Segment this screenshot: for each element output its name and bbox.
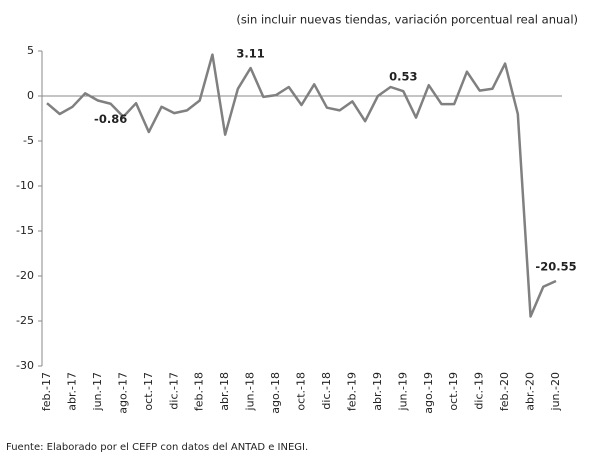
x-tick-label: jun.-19 — [396, 372, 409, 411]
source-note: Fuente: Elaborado por el CEFP con datos … — [6, 442, 308, 453]
y-tick-label: -25 — [16, 314, 34, 327]
x-tick-label: feb.-17 — [40, 372, 53, 411]
y-tick-label: -15 — [16, 224, 34, 237]
data-label: 0.53 — [389, 70, 417, 84]
x-tick-label: ago.-17 — [116, 372, 129, 414]
data-line — [46, 53, 557, 318]
x-tick-label: jun.-17 — [91, 372, 104, 411]
x-tick-label: dic.-18 — [320, 372, 333, 410]
x-tick-label: abr.-19 — [371, 372, 384, 411]
x-tick-label: ago.-18 — [269, 372, 282, 414]
x-tick-label: abr.-17 — [65, 372, 78, 411]
x-tick-label: dic.-17 — [167, 372, 180, 410]
x-tick-label: oct.-19 — [447, 372, 460, 411]
data-label: -20.55 — [535, 259, 576, 273]
x-tick-label: oct.-17 — [142, 372, 155, 411]
x-tick-label: oct.-18 — [295, 372, 308, 411]
data-label: -0.86 — [94, 112, 127, 126]
x-tick-label: dic.-19 — [473, 372, 486, 410]
x-tick-label: feb.-19 — [345, 372, 358, 411]
y-tick-label: -30 — [16, 359, 34, 372]
data-label: 3.11 — [236, 47, 264, 61]
x-tick-label: jun.-18 — [244, 372, 257, 411]
x-tick-label: abr.-18 — [218, 372, 231, 411]
y-tick-label: -5 — [23, 134, 34, 147]
x-tick-label: jun.-20 — [549, 372, 562, 411]
y-tick-label: 5 — [27, 44, 34, 57]
x-tick-label: ago.-19 — [422, 372, 435, 414]
y-tick-label: -20 — [16, 269, 34, 282]
x-tick-label: feb.-20 — [498, 372, 511, 411]
chart-subtitle: (sin incluir nuevas tiendas, variación p… — [236, 13, 578, 27]
y-tick-label: -10 — [16, 179, 34, 192]
x-tick-label: abr.-20 — [524, 372, 537, 411]
x-tick-label: feb.-18 — [193, 372, 206, 411]
y-tick-label: 0 — [27, 89, 34, 102]
